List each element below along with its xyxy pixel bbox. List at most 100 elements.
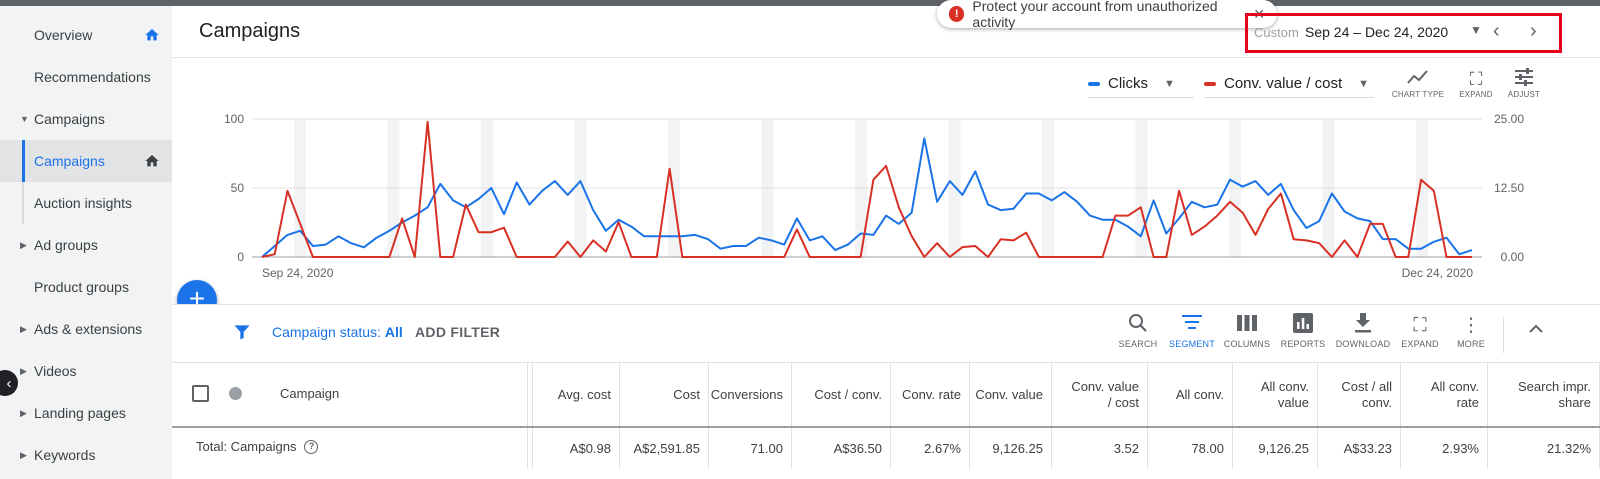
help-icon[interactable]: ?	[304, 439, 319, 454]
chart-type-button[interactable]: CHART TYPE	[1390, 68, 1446, 99]
column-header[interactable]: Cost / all conv.	[1318, 363, 1401, 427]
expand-tool-button[interactable]: ⛶ EXPAND	[1392, 313, 1448, 349]
top-bar	[0, 0, 1600, 6]
sidebar-item-label: Auction insights	[34, 195, 133, 211]
caret-right-icon: ▶	[20, 407, 27, 418]
columns-tool-button[interactable]: COLUMNS	[1219, 313, 1275, 349]
chevron-left-icon[interactable]: ‹	[1493, 20, 1500, 42]
chevron-left-icon: ‹	[6, 374, 12, 392]
security-toast[interactable]: ! Protect your account from unauthorized…	[937, 0, 1277, 30]
column-header[interactable]: Search impr. share	[1488, 363, 1600, 427]
date-range-value[interactable]: Sep 24 – Dec 24, 2020	[1305, 24, 1449, 40]
caret-right-icon: ▶	[20, 323, 27, 334]
home-icon	[145, 155, 159, 167]
sidebar-item-videos[interactable]: ▶ Videos	[0, 350, 172, 392]
page-title: Campaigns	[199, 20, 301, 42]
reports-tool-button[interactable]: REPORTS	[1275, 313, 1331, 349]
sidebar-item-overview[interactable]: Overview	[0, 14, 172, 56]
y-tick-right: 12.50	[1494, 181, 1524, 195]
chart-svg: 100 25.00 50 12.50 0 0.00 Sep 24, 2020 Dec 24…	[224, 112, 1525, 280]
sidebar-item-label: Landing pages	[34, 405, 126, 421]
column-header[interactable]: All conv. rate	[1401, 363, 1488, 427]
total-cell: 2.93%	[1401, 427, 1488, 469]
column-header-campaign[interactable]: Campaign	[280, 386, 340, 401]
line-chart-icon	[1390, 68, 1446, 90]
tool-label: DOWNLOAD	[1335, 339, 1391, 349]
tool-label: REPORTS	[1280, 339, 1326, 349]
sidebar-item-label: Product groups	[34, 279, 129, 295]
y-tick-left: 100	[224, 112, 244, 126]
column-header[interactable]: Cost / conv.	[792, 363, 891, 427]
sidebar-item-ad-groups[interactable]: ▶ Ad groups	[0, 224, 172, 266]
sidebar-item-label: Videos	[34, 363, 77, 379]
sidebar-item-keywords[interactable]: ▶ Keywords	[0, 434, 172, 476]
column-header[interactable]: Conv. value / cost	[1052, 363, 1148, 427]
search-tool-button[interactable]: SEARCH	[1110, 313, 1166, 349]
chevron-up-icon[interactable]	[1528, 321, 1544, 339]
metric-selector-2[interactable]: Conv. value / cost ▼	[1204, 70, 1374, 98]
adjust-label: ADJUST	[1507, 90, 1541, 99]
total-cell: 9,126.25	[1233, 427, 1318, 469]
filter-bar: Campaign status: All ADD FILTER SEARCH S…	[172, 304, 1600, 362]
column-header[interactable]: All conv.	[1148, 363, 1233, 427]
column-header-label: All conv.	[1175, 387, 1224, 402]
sidebar-item-recommendations[interactable]: Recommendations	[0, 56, 172, 98]
sidebar-item-label: Campaigns	[34, 111, 105, 127]
sidebar-item-label: Recommendations	[34, 69, 151, 85]
reports-icon	[1275, 313, 1331, 339]
column-header-label: Cost / all conv.	[1341, 379, 1392, 410]
total-row-label: Total: Campaigns ?	[196, 439, 319, 454]
tool-label: COLUMNS	[1223, 339, 1271, 349]
total-cell: A$33.23	[1318, 427, 1401, 469]
sidebar-item-campaigns[interactable]: Campaigns	[0, 140, 172, 182]
column-header[interactable]: Conversions	[709, 363, 792, 427]
sidebar-item-landing-pages[interactable]: ▶ Landing pages	[0, 392, 172, 434]
caret-right-icon: ▶	[20, 365, 27, 376]
tool-label: MORE	[1457, 339, 1485, 349]
y-tick-right: 0.00	[1501, 250, 1525, 264]
filter-status-value: All	[384, 324, 403, 340]
segment-tool-button[interactable]: SEGMENT	[1164, 313, 1220, 349]
chart-expand-button[interactable]: ⛶ EXPAND	[1448, 68, 1504, 99]
sidebar-item-label: Ad groups	[34, 237, 98, 253]
total-label-text: Total: Campaigns	[196, 439, 297, 454]
column-header-label: All conv. value	[1260, 379, 1309, 410]
expand-icon: ⛶	[1469, 69, 1483, 89]
caret-right-icon: ▶	[20, 449, 27, 460]
metric-selector-1[interactable]: Clicks ▼	[1088, 70, 1194, 98]
sidebar-item-auction-insights[interactable]: Auction insights	[0, 182, 172, 224]
filter-icon[interactable]	[232, 322, 252, 342]
sidebar-item-campaigns-group[interactable]: ▼ Campaigns	[0, 98, 172, 140]
metric-label: Conv. value / cost	[1224, 75, 1343, 92]
column-header[interactable]: Avg. cost	[534, 363, 620, 427]
column-header[interactable]: Cost	[620, 363, 709, 427]
collapse-sidebar-button[interactable]: ‹	[0, 370, 18, 396]
more-tool-button[interactable]: ⋮ MORE	[1443, 313, 1499, 349]
search-icon	[1110, 313, 1166, 339]
sidebar-item-ads-extensions[interactable]: ▶ Ads & extensions	[0, 308, 172, 350]
dropdown-arrow-icon: ▼	[1164, 77, 1175, 90]
dropdown-arrow-icon[interactable]: ▼	[1470, 23, 1482, 37]
dropdown-arrow-icon: ▼	[1358, 77, 1370, 90]
chevron-right-icon[interactable]: ›	[1530, 20, 1537, 42]
sidebar-item-label: Campaigns	[34, 153, 105, 169]
y-tick-right: 25.00	[1494, 112, 1524, 126]
download-tool-button[interactable]: DOWNLOAD	[1335, 313, 1391, 349]
column-freeze-divider[interactable]	[527, 363, 533, 469]
chart-type-label: CHART TYPE	[1391, 90, 1445, 99]
column-header[interactable]: Conv. rate	[891, 363, 970, 427]
expand-label: EXPAND	[1459, 90, 1493, 99]
add-filter-button[interactable]: ADD FILTER	[415, 324, 501, 340]
campaign-status-filter[interactable]: Campaign status: All	[272, 324, 403, 340]
campaigns-table: Campaign Avg. cost A$0.98 Cost A$2,591.85 Co…	[172, 362, 1600, 479]
select-all-checkbox[interactable]	[192, 385, 209, 402]
column-header[interactable]: All conv. value	[1233, 363, 1318, 427]
sidebar-item-product-groups[interactable]: Product groups	[0, 266, 172, 308]
column-header-label: Search impr. share	[1518, 379, 1591, 410]
total-cell: 9,126.25	[970, 427, 1052, 469]
more-icon: ⋮	[1461, 315, 1481, 336]
column-header[interactable]: Conv. value	[970, 363, 1052, 427]
columns-icon	[1219, 313, 1275, 339]
chart-adjust-button[interactable]: ADJUST	[1496, 68, 1552, 99]
date-range-picker[interactable]: Custom Sep 24 – Dec 24, 2020 ▼ ‹ ›	[1245, 13, 1562, 53]
